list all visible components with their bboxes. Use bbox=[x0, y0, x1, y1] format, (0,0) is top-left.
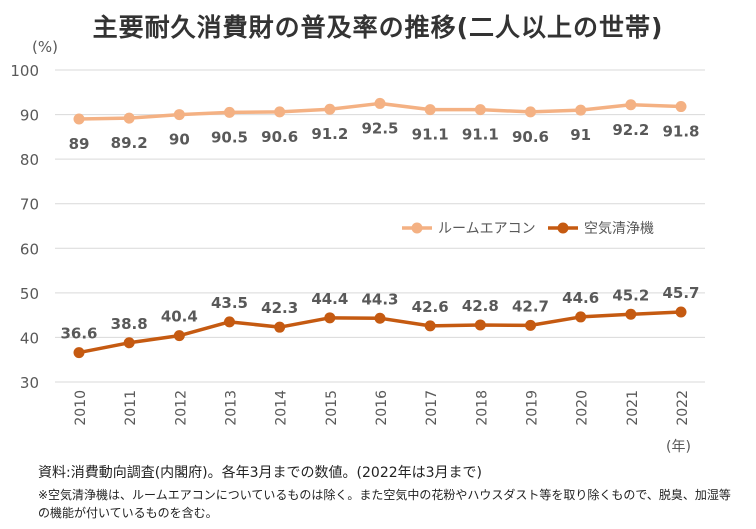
data-label-purifier-2021: 45.2 bbox=[612, 286, 649, 304]
data-point-purifier-2014 bbox=[274, 321, 286, 333]
data-label-aircon-2022: 91.8 bbox=[662, 123, 699, 141]
legend-marker-purifier bbox=[557, 222, 569, 234]
y-tick-label-100: 100 bbox=[10, 62, 39, 80]
data-point-purifier-2021 bbox=[625, 308, 637, 320]
x-tick-label-2020: 2020 bbox=[575, 390, 591, 426]
data-label-aircon-2010: 89 bbox=[69, 135, 90, 153]
data-point-aircon-2011 bbox=[123, 112, 135, 124]
x-tick-label-2015: 2015 bbox=[324, 390, 340, 426]
data-label-purifier-2014: 42.3 bbox=[261, 299, 298, 317]
y-tick-label-30: 30 bbox=[20, 374, 39, 392]
data-point-aircon-2010 bbox=[73, 113, 85, 125]
data-point-purifier-2020 bbox=[575, 311, 587, 323]
y-tick-label-80: 80 bbox=[20, 151, 39, 169]
data-label-purifier-2017: 42.6 bbox=[412, 298, 449, 316]
data-point-purifier-2011 bbox=[123, 337, 135, 349]
data-label-aircon-2017: 91.1 bbox=[412, 126, 449, 144]
data-label-aircon-2015: 91.2 bbox=[311, 125, 348, 143]
x-tick-label-2019: 2019 bbox=[525, 390, 541, 426]
data-point-purifier-2022 bbox=[675, 306, 687, 318]
data-point-purifier-2017 bbox=[424, 320, 436, 332]
data-label-purifier-2012: 40.4 bbox=[161, 308, 198, 326]
data-label-aircon-2012: 90 bbox=[169, 131, 190, 149]
x-tick-label-2013: 2013 bbox=[224, 390, 240, 426]
x-tick-label-2018: 2018 bbox=[474, 390, 490, 426]
data-point-aircon-2014 bbox=[274, 106, 286, 118]
data-label-aircon-2013: 90.5 bbox=[211, 128, 248, 146]
x-axis-label: (年) bbox=[666, 439, 691, 455]
data-point-aircon-2012 bbox=[173, 109, 185, 121]
x-tick-label-2021: 2021 bbox=[625, 390, 641, 426]
data-point-purifier-2018 bbox=[474, 319, 486, 331]
data-label-purifier-2016: 44.3 bbox=[361, 290, 398, 308]
data-label-aircon-2021: 92.2 bbox=[612, 121, 649, 139]
data-label-aircon-2014: 90.6 bbox=[261, 128, 298, 146]
data-label-purifier-2020: 44.6 bbox=[562, 289, 599, 307]
data-point-aircon-2022 bbox=[675, 101, 687, 113]
data-point-aircon-2013 bbox=[224, 106, 235, 118]
x-tick-label-2010: 2010 bbox=[73, 390, 89, 426]
data-label-purifier-2011: 38.8 bbox=[111, 315, 148, 333]
data-point-aircon-2015 bbox=[324, 103, 336, 115]
legend-label-aircon: ルームエアコン bbox=[438, 221, 536, 237]
y-tick-label-60: 60 bbox=[20, 240, 39, 258]
data-point-purifier-2012 bbox=[173, 330, 185, 342]
y-tick-label-70: 70 bbox=[20, 196, 39, 214]
x-tick-label-2022: 2022 bbox=[675, 390, 691, 426]
data-point-purifier-2015 bbox=[324, 312, 336, 324]
data-point-aircon-2021 bbox=[625, 99, 637, 111]
y-tick-label-50: 50 bbox=[20, 285, 39, 303]
y-axis-label: (%) bbox=[32, 38, 58, 56]
y-tick-label-40: 40 bbox=[20, 329, 39, 347]
data-label-purifier-2018: 42.8 bbox=[462, 297, 499, 315]
data-point-purifier-2013 bbox=[224, 316, 235, 328]
data-label-purifier-2010: 36.6 bbox=[60, 325, 97, 343]
data-label-purifier-2019: 42.7 bbox=[512, 297, 549, 315]
x-tick-label-2016: 2016 bbox=[374, 390, 390, 426]
x-tick-label-2014: 2014 bbox=[274, 390, 290, 426]
x-tick-label-2011: 2011 bbox=[123, 390, 139, 426]
x-tick-label-2017: 2017 bbox=[424, 390, 440, 426]
data-point-aircon-2020 bbox=[575, 104, 587, 116]
data-point-purifier-2010 bbox=[73, 347, 85, 359]
footnote-note: ※空気清浄機は、ルームエアコンについているものは除く。また空気中の花粉やハウスダ… bbox=[38, 488, 731, 520]
data-point-aircon-2019 bbox=[525, 106, 536, 118]
legend-marker-aircon bbox=[411, 222, 423, 234]
data-label-aircon-2011: 89.2 bbox=[111, 134, 148, 152]
data-label-purifier-2013: 43.5 bbox=[211, 294, 248, 312]
legend-label-purifier: 空気清浄機 bbox=[584, 221, 654, 237]
data-point-purifier-2019 bbox=[525, 319, 536, 331]
chart-title: 主要耐久消費財の普及率の推移(二人以上の世帯) bbox=[92, 13, 664, 42]
data-point-aircon-2018 bbox=[474, 104, 486, 116]
data-point-aircon-2017 bbox=[424, 104, 436, 116]
data-label-aircon-2018: 91.1 bbox=[462, 126, 499, 144]
data-point-purifier-2016 bbox=[374, 312, 386, 324]
data-label-aircon-2019: 90.6 bbox=[512, 128, 549, 146]
data-label-purifier-2022: 45.7 bbox=[662, 284, 699, 302]
data-label-aircon-2016: 92.5 bbox=[361, 119, 398, 137]
x-tick-label-2012: 2012 bbox=[173, 390, 189, 426]
data-label-purifier-2015: 44.4 bbox=[311, 290, 348, 308]
data-point-aircon-2016 bbox=[374, 97, 386, 109]
data-label-aircon-2020: 91 bbox=[570, 126, 591, 144]
y-tick-label-90: 90 bbox=[20, 107, 39, 125]
source-note: 資料:消費動向調査(内閣府)。各年3月までの数値。(2022年は3月まで) bbox=[38, 465, 483, 481]
